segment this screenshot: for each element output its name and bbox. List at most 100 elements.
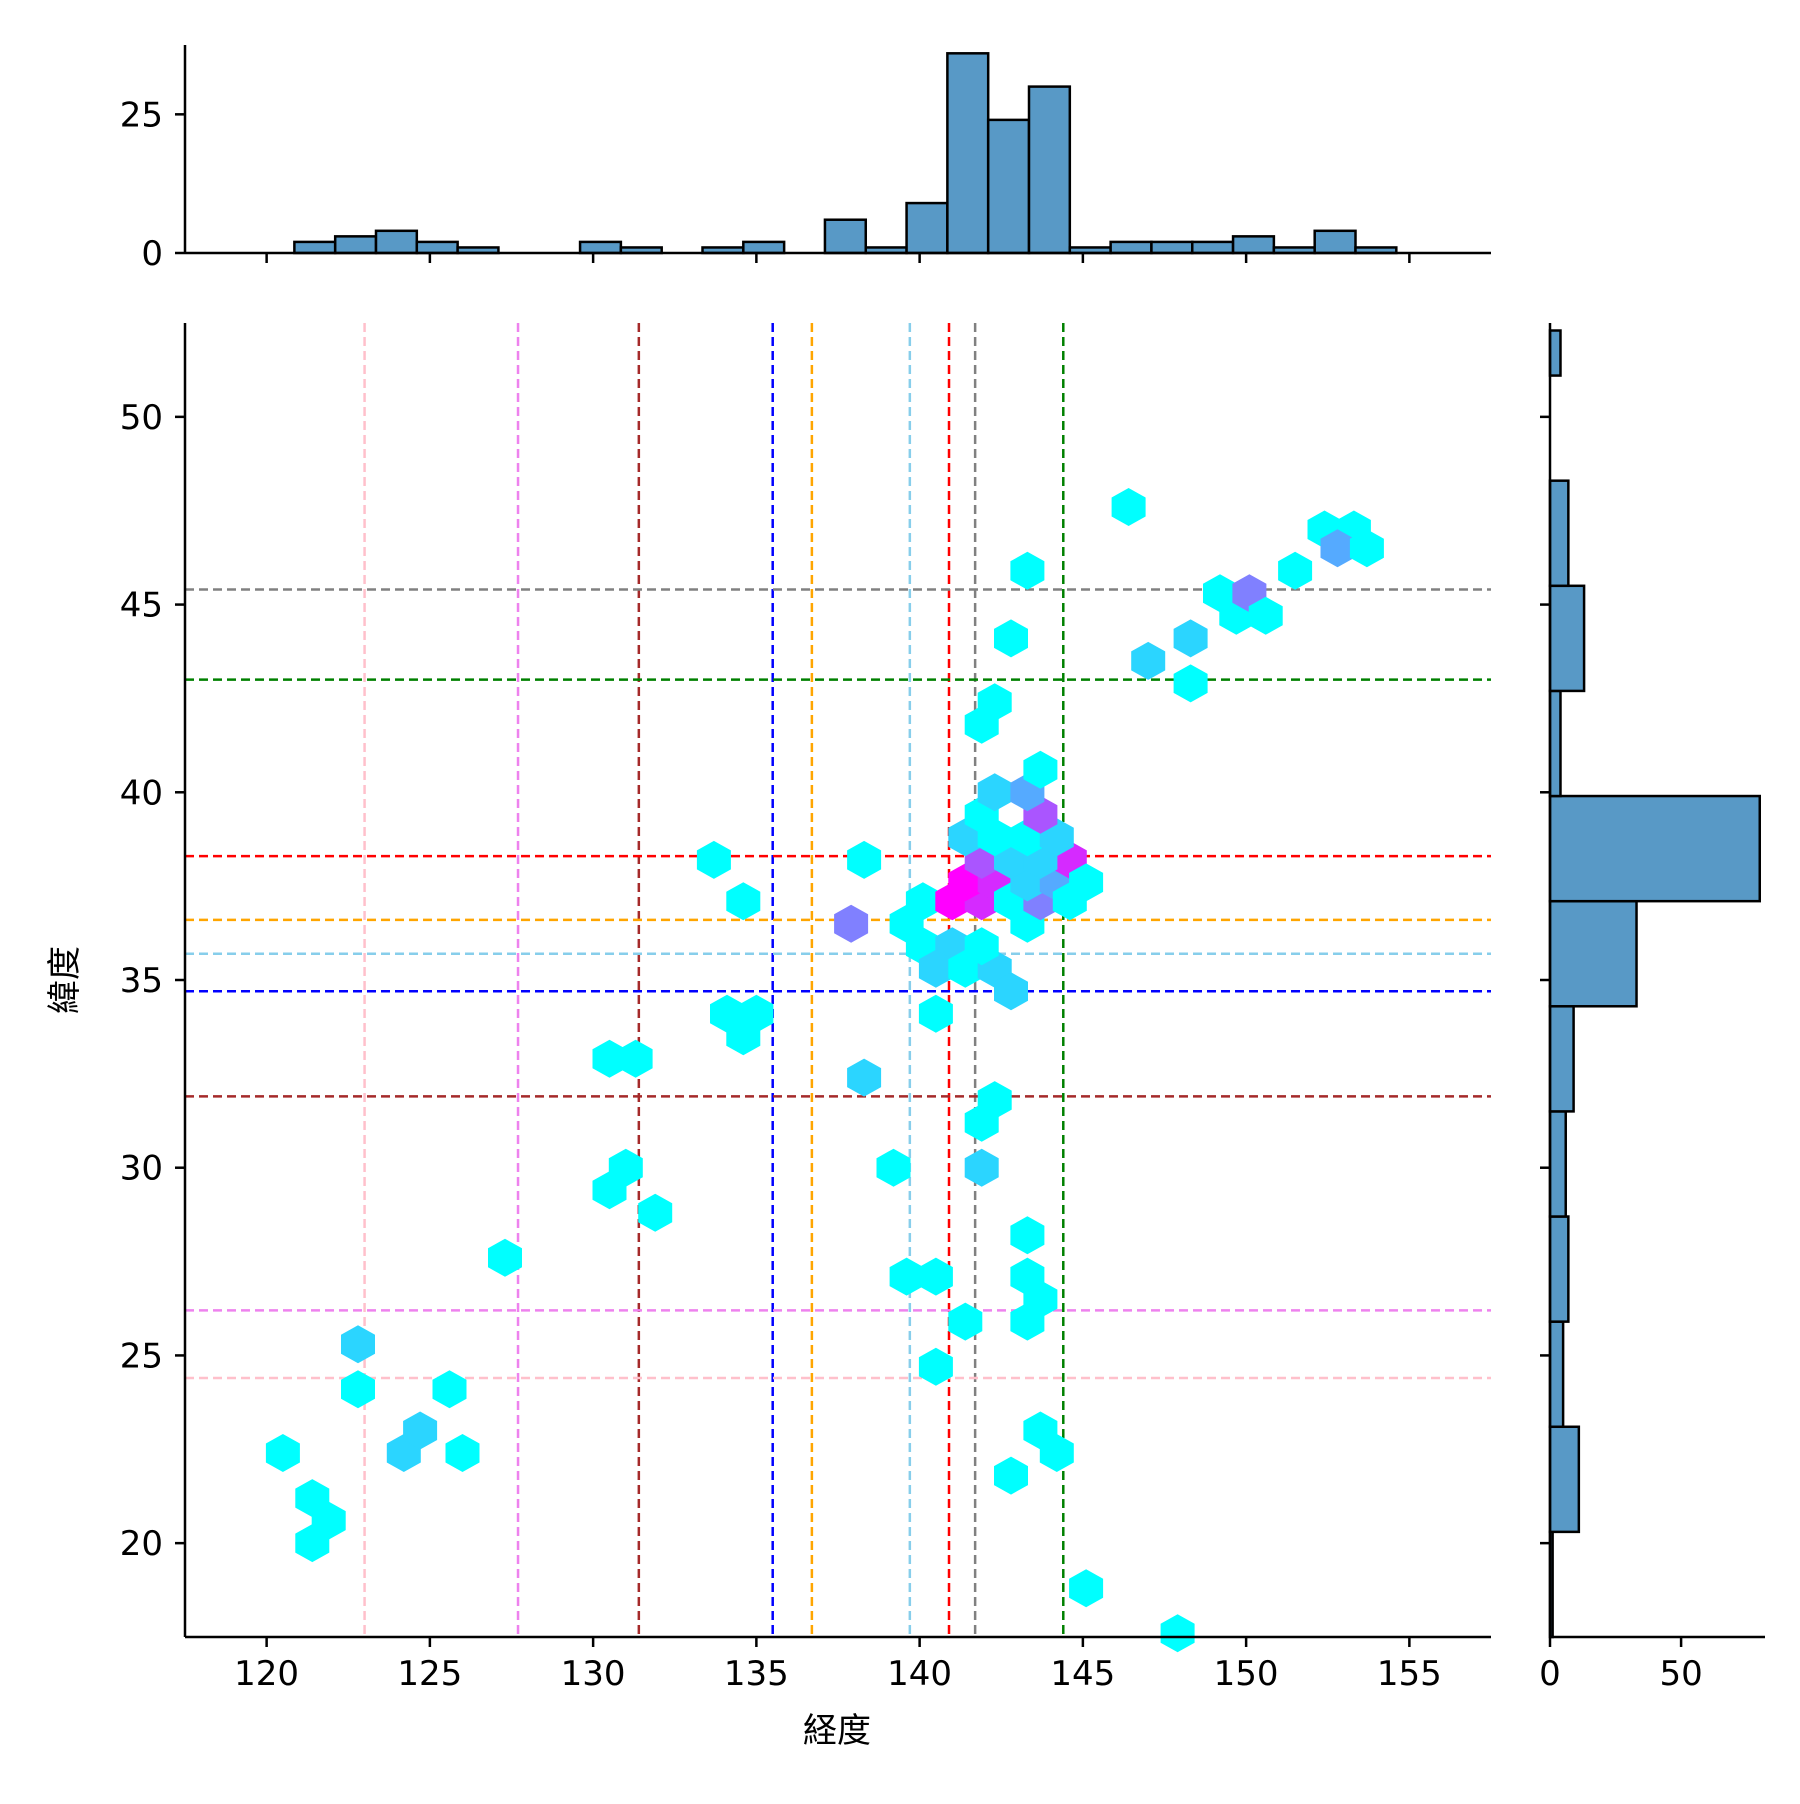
hexbin bbox=[918, 1257, 953, 1296]
top-histogram-bar bbox=[415, 240, 459, 255]
y-axis-label: 緯度 bbox=[45, 946, 85, 1014]
right-histogram-bar bbox=[1548, 1005, 1575, 1113]
hexbin bbox=[1039, 1434, 1074, 1472]
right-histogram-bar bbox=[1548, 479, 1570, 588]
hexbin bbox=[847, 1058, 882, 1097]
y-tick-label: 45 bbox=[120, 586, 163, 626]
hexbin bbox=[638, 1193, 673, 1232]
hexbin bbox=[1278, 551, 1313, 590]
y-tick-label: 25 bbox=[120, 1336, 163, 1376]
hexbin bbox=[977, 683, 1012, 722]
hexbin bbox=[1131, 641, 1166, 680]
x-tick-label: 130 bbox=[561, 1654, 626, 1694]
hexbin bbox=[876, 1148, 911, 1187]
hexbin bbox=[488, 1238, 522, 1277]
x-tick-label: 155 bbox=[1377, 1654, 1442, 1694]
hexbin bbox=[1248, 596, 1283, 635]
hexbin bbox=[445, 1434, 480, 1472]
y-tick-label: 30 bbox=[120, 1149, 163, 1189]
hexbin bbox=[726, 882, 761, 921]
y-tick-label: 20 bbox=[120, 1524, 163, 1564]
top-histogram-bar bbox=[1191, 240, 1235, 255]
right-histogram-bar bbox=[1548, 1425, 1581, 1534]
right-hist-x-tick-label: 0 bbox=[1539, 1654, 1561, 1694]
hexbin bbox=[295, 1524, 330, 1563]
hexbin bbox=[994, 972, 1028, 1011]
top-histogram-bar bbox=[1313, 229, 1357, 255]
hexbin bbox=[918, 1347, 953, 1386]
y-tick-label: 35 bbox=[120, 961, 163, 1001]
right-histogram-bar bbox=[1548, 329, 1562, 377]
hexbin-layer bbox=[265, 488, 1384, 1653]
hexbin bbox=[964, 927, 999, 966]
hexbin bbox=[608, 1148, 643, 1187]
hexbin bbox=[1069, 1569, 1104, 1608]
top-histogram-bar bbox=[578, 240, 623, 255]
hexbin bbox=[964, 1103, 999, 1142]
hexbin bbox=[341, 1325, 375, 1364]
y-tick-label: 50 bbox=[120, 398, 163, 438]
right-histogram-bar bbox=[1548, 1110, 1567, 1218]
top-histogram-bar bbox=[293, 240, 337, 255]
top-histogram-bar bbox=[905, 201, 949, 255]
hexbin bbox=[592, 1039, 627, 1078]
top-histogram-bar bbox=[823, 218, 868, 255]
top-histogram-bar bbox=[742, 240, 786, 255]
hexbin bbox=[1023, 750, 1058, 789]
top-histogram-bar bbox=[946, 52, 990, 255]
hexbin bbox=[726, 1017, 761, 1056]
hexbin bbox=[994, 619, 1028, 658]
hexbin bbox=[432, 1370, 467, 1409]
hexbin bbox=[1349, 529, 1384, 568]
hexbin bbox=[889, 1257, 924, 1296]
right-histogram-bar bbox=[1548, 1215, 1570, 1323]
hexbin bbox=[977, 773, 1012, 812]
hexbin bbox=[1010, 1302, 1045, 1341]
x-tick-label: 140 bbox=[887, 1654, 952, 1694]
hexbin bbox=[905, 882, 940, 921]
top-marginal-histogram bbox=[293, 52, 1398, 255]
hexbin bbox=[948, 1302, 983, 1341]
hexbin bbox=[847, 840, 882, 879]
hexbin bbox=[265, 1434, 300, 1472]
hexbin bbox=[918, 994, 953, 1033]
hexbin bbox=[1160, 1614, 1195, 1653]
axes-layer: 120 125 130 135 140 145 150 155 20 25 30 35 40 45 50 0 2… bbox=[120, 45, 1765, 1694]
hexbin bbox=[1010, 1216, 1045, 1255]
hexbin bbox=[918, 949, 953, 988]
top-histogram-bar bbox=[986, 118, 1031, 255]
hexbin bbox=[341, 1370, 375, 1409]
x-tick-label: 125 bbox=[397, 1654, 462, 1694]
right-histogram-bar bbox=[1548, 1320, 1565, 1429]
top-histogram-bar bbox=[333, 235, 378, 255]
hexbin bbox=[1320, 529, 1355, 568]
right-marginal-histogram bbox=[1548, 329, 1762, 1639]
right-histogram-bar bbox=[1548, 584, 1586, 693]
hexbin bbox=[1173, 664, 1208, 703]
hexbin bbox=[1111, 488, 1146, 526]
right-hist-x-tick-label: 50 bbox=[1659, 1654, 1702, 1694]
right-histogram-bar bbox=[1548, 689, 1562, 798]
x-tick-label: 120 bbox=[234, 1654, 299, 1694]
reference-lines bbox=[185, 323, 1491, 1637]
hexbin bbox=[618, 1039, 653, 1078]
hexbin bbox=[1069, 863, 1104, 902]
top-histogram-bar bbox=[1109, 240, 1153, 255]
x-tick-label: 135 bbox=[724, 1654, 789, 1694]
top-histogram-bar bbox=[1231, 235, 1276, 255]
top-histogram-bar bbox=[1027, 85, 1072, 255]
hexbin bbox=[1010, 551, 1045, 590]
hexbin bbox=[994, 1456, 1028, 1495]
hexbin bbox=[403, 1411, 438, 1450]
y-tick-label: 40 bbox=[120, 773, 163, 813]
x-tick-label: 145 bbox=[1050, 1654, 1115, 1694]
right-histogram-bar bbox=[1548, 899, 1638, 1008]
hexbin bbox=[696, 840, 731, 879]
top-hist-y-tick-label: 25 bbox=[120, 95, 163, 135]
right-histogram-bar bbox=[1548, 794, 1762, 903]
x-tick-label: 150 bbox=[1214, 1654, 1279, 1694]
hexbin bbox=[834, 904, 869, 943]
hexbin bbox=[1173, 619, 1208, 658]
